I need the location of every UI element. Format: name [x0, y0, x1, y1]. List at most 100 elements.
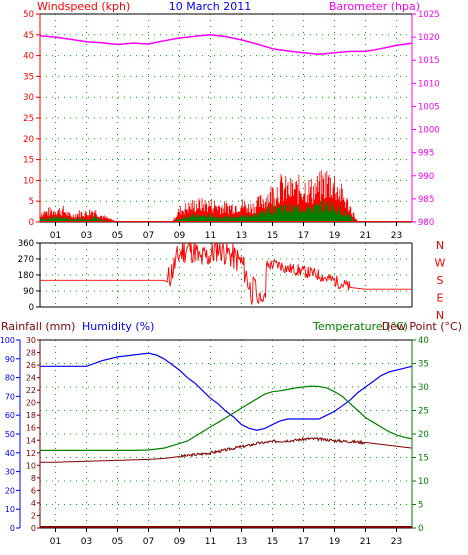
wind-hour-tick-label: 17 [298, 231, 309, 241]
temp-hour-tick-label: 03 [81, 537, 92, 547]
temp-panel-series [40, 352, 413, 528]
temperature-tick-label: 5 [418, 501, 423, 511]
rainfall-tick-label: 40 [5, 449, 15, 458]
windspeed-axis-title: Windspeed (kph) [37, 0, 130, 13]
humidity-tick-label: 22 [26, 386, 36, 395]
barometer-tick-label: 980 [418, 218, 434, 228]
windspeed-tick-label: 0 [29, 218, 34, 228]
barometer-tick-label: 1010 [418, 79, 440, 89]
direction-tick-label: 270 [18, 255, 34, 265]
wind-hour-tick-label: 21 [360, 231, 371, 241]
wind-hour-tick-label: 19 [329, 231, 341, 241]
temperature-tick-label: 20 [418, 430, 429, 440]
wind-panel-hour-ticks: 01 03 05 07 09 11 13 15 17 19 21 23 [50, 222, 402, 241]
temperature-tick-label: 10 [418, 477, 429, 487]
windspeed-tick-label: 25 [23, 114, 34, 124]
wind-hour-tick-label: 11 [205, 231, 216, 241]
direction-tick-label: 360 [18, 239, 34, 249]
humidity-tick-label: 2 [31, 511, 36, 520]
humidity-axis-title: Humidity (%) [82, 320, 154, 333]
temp-hour-tick-label: 07 [143, 537, 154, 547]
temperature-tick-label: 40 [418, 336, 429, 346]
humidity-tick-label: 20 [26, 399, 36, 408]
barometer-ticks: 980 985 990 995 1000 1005 1010 1015 1020 1025 [412, 10, 440, 228]
temperature-tick-label: 35 [418, 360, 429, 370]
barometer-tick-label: 1025 [418, 10, 440, 20]
wind-hour-tick-label: 15 [267, 231, 278, 241]
humidity-tick-label: 12 [26, 449, 36, 458]
humidity-tick-label: 24 [26, 374, 36, 383]
direction-tick-label: 180 [18, 271, 34, 281]
rainfall-tick-label: 60 [5, 411, 15, 420]
temp-hour-tick-label: 13 [236, 537, 247, 547]
temperature-tick-label: 15 [418, 454, 429, 464]
rainfall-tick-label: 100 [0, 336, 15, 345]
windspeed-tick-label: 35 [23, 72, 34, 82]
wind-hour-tick-label: 01 [50, 231, 61, 241]
humidity-tick-label: 14 [26, 436, 36, 445]
rainfall-tick-label: 0 [10, 524, 15, 533]
temp-panel-axes [19, 339, 413, 529]
temp-hour-tick-label: 17 [298, 537, 309, 547]
compass-label: N [436, 309, 444, 322]
wind-direction-series [40, 241, 412, 306]
barometer-tick-label: 985 [418, 195, 434, 205]
barometer-tick-label: 1015 [418, 56, 440, 66]
dewpoint-series [40, 436, 412, 463]
rainfall-tick-label: 90 [5, 355, 15, 364]
compass-label: W [435, 257, 446, 270]
barometer-tick-label: 990 [418, 172, 434, 182]
wind-hour-tick-label: 03 [81, 231, 92, 241]
temp-hour-tick-label: 01 [50, 537, 61, 547]
humidity-tick-label: 10 [26, 461, 36, 470]
humidity-series [40, 352, 413, 431]
temp-hour-tick-label: 11 [205, 537, 216, 547]
temperature-tick-label: 25 [418, 407, 429, 417]
direction-tick-label: 0 [29, 303, 34, 313]
humidity-tick-label: 18 [26, 411, 36, 420]
dewpoint-axis-title: Dew Point (°C) [382, 320, 462, 333]
rainfall-tick-label: 70 [5, 392, 15, 401]
windspeed-tick-label: 15 [23, 156, 34, 166]
temp-hour-tick-label: 21 [360, 537, 371, 547]
temperature-tick-label: 0 [418, 524, 423, 534]
rainfall-tick-label: 80 [5, 374, 15, 383]
wind-panel-series [39, 34, 413, 222]
humidity-tick-label: 8 [31, 474, 36, 483]
direction-degree-ticks: 0 90 180 270 360 [18, 239, 40, 313]
wind-hour-tick-label: 13 [236, 231, 247, 241]
windspeed-ticks: 0 5 10 15 20 25 30 35 40 45 50 [23, 10, 40, 228]
wind-hour-tick-label: 05 [112, 231, 123, 241]
temperature-series [40, 385, 413, 451]
rainfall-ticks: 0 10 20 30 40 50 60 70 80 90 100 [0, 336, 20, 533]
barometer-tick-label: 1005 [418, 102, 440, 112]
temp-hour-tick-label: 05 [112, 537, 123, 547]
direction-tick-label: 90 [23, 287, 34, 297]
rainfall-tick-label: 20 [5, 486, 15, 495]
compass-label: S [437, 274, 444, 287]
direction-panel-axes [39, 242, 413, 308]
humidity-tick-label: 28 [26, 349, 36, 358]
temperature-tick-label: 30 [418, 383, 429, 393]
wind-panel-grid [40, 13, 412, 223]
humidity-tick-label: 26 [26, 361, 36, 370]
windspeed-tick-label: 10 [23, 176, 34, 186]
windspeed-tick-label: 45 [23, 31, 34, 41]
barometer-axis-title: Barometer (hpa) [329, 0, 420, 13]
humidity-tick-label: 30 [26, 336, 36, 345]
barometer-tick-label: 995 [418, 149, 434, 159]
temp-panel-grid [40, 339, 412, 529]
direction-panel-series [40, 241, 412, 306]
barometer-tick-label: 1000 [418, 126, 440, 136]
windspeed-tick-label: 5 [29, 197, 34, 207]
compass-label: E [437, 292, 444, 305]
wind-hour-tick-label: 23 [391, 231, 402, 241]
wind-hour-tick-label: 09 [174, 231, 186, 241]
humidity-tick-label: 6 [31, 486, 36, 495]
humidity-tick-label: 4 [31, 499, 36, 508]
windspeed-tick-label: 20 [23, 135, 34, 145]
temp-panel-hour-ticks: 01 03 05 07 09 11 13 15 17 19 21 23 [50, 528, 402, 547]
